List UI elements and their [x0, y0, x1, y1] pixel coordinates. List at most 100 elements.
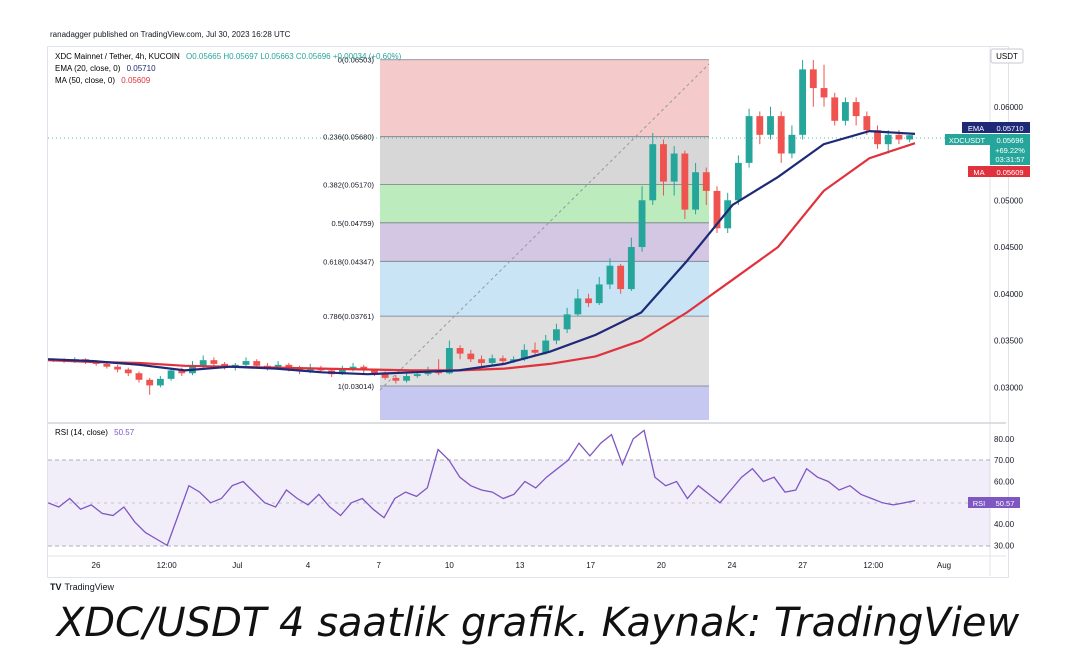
candle-body [627, 247, 635, 290]
candle-body [617, 265, 625, 290]
candle-body [553, 329, 560, 341]
ma-value-tag: 0.05609 [996, 168, 1023, 177]
rsi-tag-badge [968, 497, 990, 508]
candle-body [681, 153, 689, 210]
candle-body [852, 102, 860, 117]
price-value: 0.05696 [996, 136, 1023, 145]
candle-body [724, 200, 732, 229]
rsi-legend-label: RSI (14, close) [55, 428, 108, 437]
ema-tag: EMA [968, 124, 984, 133]
fib-level-label: 0.5(0.04759) [331, 219, 374, 228]
candle-body [606, 265, 614, 285]
candle-body [831, 97, 839, 121]
symbol-legend: XDC Mainnet / Tether, 4h, KUCOIN O0.0566… [55, 52, 402, 61]
symbol-tag-badge [945, 134, 990, 145]
candle-body [767, 116, 774, 135]
candle-body [146, 379, 154, 386]
candle-body [445, 348, 453, 374]
candle-body [274, 364, 282, 368]
candle-body [413, 374, 421, 377]
candle-body [863, 116, 871, 131]
candle-body [874, 130, 881, 145]
rsi-tag: RSI [973, 499, 986, 508]
rsi-tick: 40.00 [994, 520, 1015, 529]
candle-body [103, 363, 111, 367]
candle-body [820, 88, 828, 98]
candle-body [488, 358, 496, 363]
fib-zone [380, 59, 709, 137]
price-change: +69.22% [995, 146, 1025, 155]
ma-legend: MA (50, close, 0) 0.05609 [55, 76, 151, 85]
rsi-line [47, 429, 916, 547]
candle-body [285, 364, 293, 369]
ma-tag-badge [968, 166, 990, 177]
fib-zone [380, 385, 709, 420]
candle-body [906, 135, 914, 140]
rsi-value-tag: 50.57 [996, 499, 1015, 508]
candle-body [338, 369, 346, 375]
ema-legend: EMA (20, close, 0) 0.05710 [55, 64, 156, 73]
candle-body [574, 298, 582, 315]
fib-level-label: 0.382(0.05170) [323, 180, 374, 189]
fib-level-label: 0.618(0.04347) [323, 257, 374, 266]
time-tick: 4 [306, 561, 311, 570]
currency-box[interactable] [990, 48, 1024, 64]
price-tick: 0.04500 [994, 243, 1023, 252]
candle-body [253, 361, 261, 366]
ma-value-badge [990, 166, 1030, 177]
candle-body [734, 162, 742, 201]
ma-tag: MA [973, 168, 984, 177]
candle-body [242, 361, 250, 365]
candle-body [167, 370, 175, 379]
time-tick: 12:00 [863, 561, 884, 570]
tradingview-logo[interactable]: TV TradingView [50, 582, 114, 592]
candle-body [895, 134, 903, 140]
candle-body [809, 69, 817, 89]
rsi-value-badge [990, 497, 1020, 508]
price-tick: 0.03500 [994, 337, 1023, 346]
fib-level-label: 1(0.03014) [338, 382, 375, 391]
candle-body [531, 349, 539, 353]
rsi-tick: 60.00 [994, 477, 1015, 486]
candle-body [563, 314, 571, 330]
candle-body [520, 349, 528, 360]
chart-svg[interactable]: 0(0.06503) 0.236(0.05680) 0.382(0.05170) 0.… [0, 0, 1076, 600]
ema-value-badge [990, 122, 1030, 133]
ma-legend-label: MA (50, close, 0) [55, 76, 115, 85]
candle-body [124, 369, 132, 374]
publisher-line: ranadagger published on TradingView.com,… [50, 30, 291, 39]
rsi-tick: 30.00 [994, 541, 1015, 550]
price-tick: 0.05000 [994, 196, 1023, 205]
ma-legend-value: 0.05609 [121, 76, 150, 85]
time-tick: 10 [445, 561, 454, 570]
ohlc-values: O0.05665 H0.05697 L0.05663 C0.05696 +0.0… [186, 52, 402, 61]
symbol-title: XDC Mainnet / Tether, 4h, KUCOIN [55, 52, 180, 61]
ema-legend-value: 0.05710 [127, 64, 156, 73]
ema-tag-badge [962, 122, 990, 133]
ema-line [47, 129, 916, 376]
tv-logo-icon: TV [50, 582, 62, 592]
candle-body [756, 116, 764, 135]
price-badge [990, 134, 1030, 165]
candle-body [799, 69, 807, 135]
candle-body [156, 378, 164, 386]
price-tick: 0.06000 [994, 103, 1023, 112]
candle-body [499, 358, 507, 362]
candle-body [702, 172, 710, 191]
candle-body [713, 190, 721, 229]
candle-body [114, 366, 121, 370]
candle-body [777, 116, 785, 154]
tv-brand: TradingView [64, 582, 115, 592]
time-tick: 17 [586, 561, 595, 570]
rsi-tick: 80.00 [994, 435, 1015, 444]
time-tick: 26 [92, 561, 101, 570]
fib-zone [380, 222, 709, 262]
ema-legend-label: EMA (20, close, 0) [55, 64, 121, 73]
candle-body [884, 134, 892, 145]
rsi-tick: 70.00 [994, 456, 1015, 465]
candle-body [381, 373, 389, 378]
time-axis[interactable]: 26 12:00 Jul 4 7 10 13 17 20 24 27 12:00 Aug [92, 561, 952, 570]
price-tick: 0.03000 [994, 383, 1023, 392]
candle-body [670, 153, 678, 182]
